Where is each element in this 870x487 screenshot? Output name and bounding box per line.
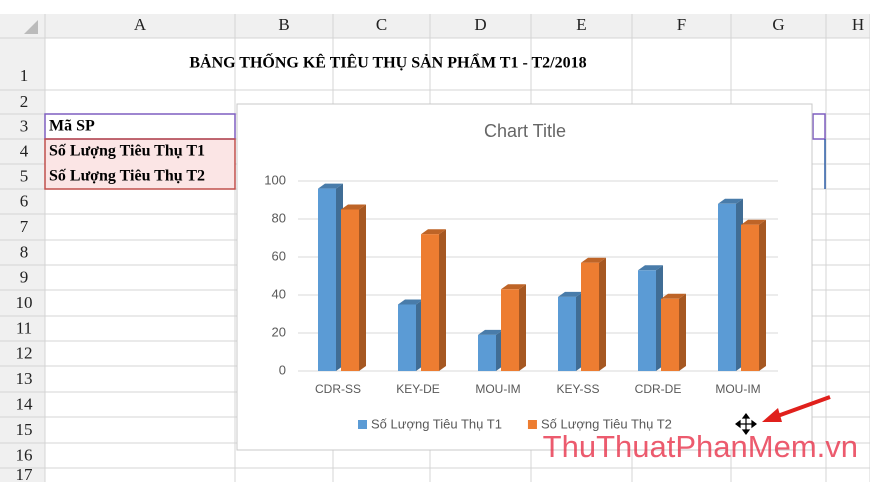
selection-fill xyxy=(45,139,235,189)
legend-label[interactable]: Số Lượng Tiêu Thụ T2 xyxy=(541,416,672,431)
range-right xyxy=(812,113,826,140)
select-all[interactable] xyxy=(24,20,38,34)
column-header[interactable]: B xyxy=(278,15,289,34)
x-tick-label: MOU-IM xyxy=(715,382,760,396)
bar-top xyxy=(558,291,583,297)
row-header[interactable]: 2 xyxy=(20,92,29,111)
bar-side xyxy=(759,219,766,371)
row-header[interactable]: 3 xyxy=(20,116,29,135)
bar[interactable] xyxy=(558,296,576,371)
bar-side xyxy=(519,284,526,371)
row-header[interactable]: 10 xyxy=(16,293,33,312)
row-header[interactable]: 9 xyxy=(20,267,29,286)
x-tick-label: MOU-IM xyxy=(475,382,520,396)
bar[interactable] xyxy=(421,234,439,371)
row-header[interactable]: 16 xyxy=(16,445,33,464)
x-tick-label: KEY-SS xyxy=(557,382,600,396)
chart-title[interactable]: Chart Title xyxy=(484,121,566,141)
bar-top xyxy=(661,293,686,299)
legend-swatch xyxy=(527,420,537,429)
column-header[interactable]: H xyxy=(852,15,864,34)
bar[interactable] xyxy=(741,224,759,371)
y-tick-label: 0 xyxy=(279,362,286,377)
bar-top xyxy=(501,284,526,290)
bar[interactable] xyxy=(501,289,519,371)
move-cursor xyxy=(735,413,757,435)
column-header[interactable]: C xyxy=(376,15,387,34)
y-tick-label: 100 xyxy=(264,172,286,187)
y-tick-label: 80 xyxy=(272,210,286,225)
row-header[interactable]: 13 xyxy=(16,369,33,388)
row-header[interactable]: 1 xyxy=(20,66,29,85)
bar-top xyxy=(341,204,366,210)
sheet-title: BẢNG THỐNG KÊ TIÊU THỤ SẢN PHẨM T1 - T2/… xyxy=(189,52,586,72)
bar-top xyxy=(718,198,743,204)
row-header[interactable]: 17 xyxy=(16,465,34,484)
row-header[interactable]: 14 xyxy=(16,394,34,413)
watermark: ThuThuatPhanMem.vn xyxy=(543,429,858,464)
legend-label[interactable]: Số Lượng Tiêu Thụ T1 xyxy=(371,416,502,431)
row-header[interactable]: 4 xyxy=(20,141,29,160)
row-header-bar xyxy=(0,14,45,482)
bar[interactable] xyxy=(581,262,599,371)
red-arrow xyxy=(762,395,831,422)
x-tick-label: CDR-DE xyxy=(635,382,682,396)
bar-top xyxy=(638,265,663,271)
bar-top xyxy=(581,257,606,263)
range-a4-a5 xyxy=(44,138,236,190)
row-header[interactable]: 5 xyxy=(20,166,29,185)
bar-top xyxy=(398,299,423,305)
row-header[interactable]: 6 xyxy=(20,191,29,210)
legend-swatch xyxy=(358,420,367,429)
bar-side xyxy=(359,204,366,371)
bar[interactable] xyxy=(478,334,496,371)
row-header[interactable]: 15 xyxy=(16,420,33,439)
row-header[interactable]: 8 xyxy=(20,242,29,261)
bar[interactable] xyxy=(638,270,656,371)
cell[interactable]: Mã SP xyxy=(49,118,95,135)
bar[interactable] xyxy=(318,188,336,371)
column-header[interactable]: F xyxy=(677,15,686,34)
bar-side xyxy=(599,257,606,371)
bar-top xyxy=(478,329,503,335)
x-tick-label: CDR-SS xyxy=(315,382,361,396)
bar[interactable] xyxy=(718,203,736,371)
bar[interactable] xyxy=(661,298,679,371)
bar-top xyxy=(421,229,446,235)
column-header-bar xyxy=(0,14,870,38)
row-header[interactable]: 7 xyxy=(20,217,29,236)
x-tick-label: KEY-DE xyxy=(396,382,440,396)
bar-top xyxy=(741,219,766,225)
column-header[interactable]: E xyxy=(576,15,586,34)
bar-side xyxy=(439,229,446,371)
column-header[interactable]: A xyxy=(134,15,147,34)
bar-side xyxy=(679,293,686,371)
y-tick-label: 60 xyxy=(272,248,286,263)
y-tick-label: 40 xyxy=(272,286,286,301)
column-header[interactable]: D xyxy=(474,15,486,34)
bar[interactable] xyxy=(398,304,416,372)
row-header[interactable]: 12 xyxy=(16,343,33,362)
row-header[interactable]: 11 xyxy=(16,318,32,337)
y-tick-label: 20 xyxy=(272,324,286,339)
bar-top xyxy=(318,183,343,189)
column-header[interactable]: G xyxy=(772,15,784,34)
cell[interactable]: Số Lượng Tiêu Thụ T1 xyxy=(49,143,205,160)
cell[interactable]: Số Lượng Tiêu Thụ T2 xyxy=(49,168,205,185)
bar[interactable] xyxy=(341,209,359,372)
